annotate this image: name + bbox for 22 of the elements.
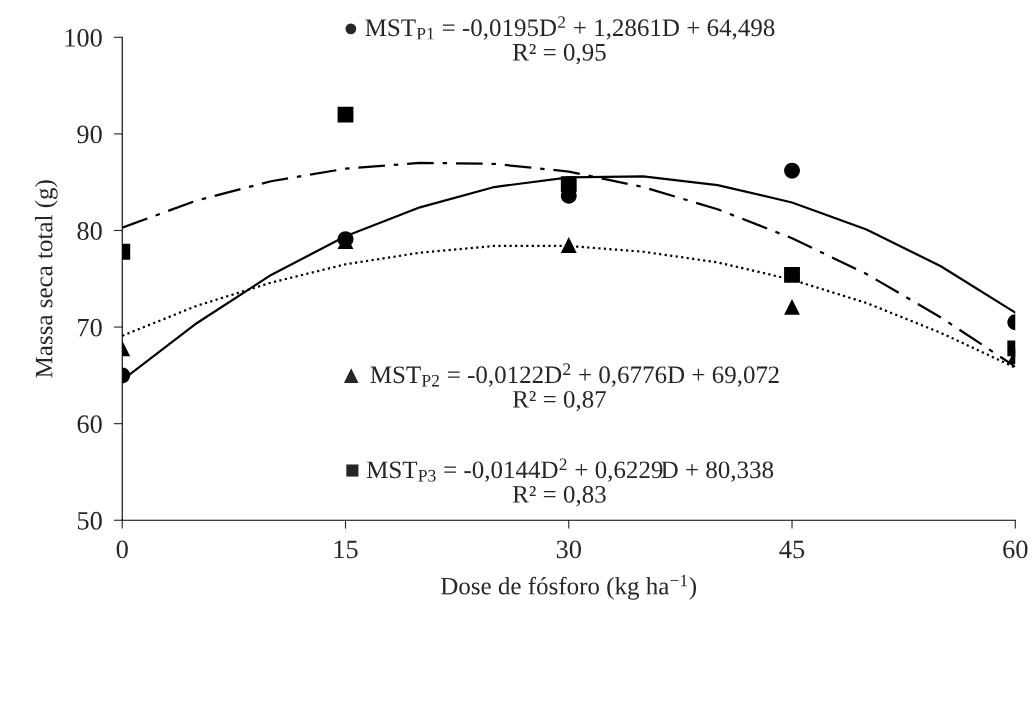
point <box>784 267 800 283</box>
y-tick-label: 50 <box>77 511 102 530</box>
point <box>337 106 354 123</box>
x-tick-label: 0 <box>116 540 128 559</box>
y-tick-label: 90 <box>77 125 102 144</box>
y-tick-label: 60 <box>77 415 102 434</box>
point <box>784 162 800 179</box>
point <box>784 298 800 315</box>
annotation: ● MST$_{P1}$ = -0,0195D$^{2}$ + 1,2861D + 64,498 R² = 0,95 <box>345 16 775 65</box>
y-axis-title: Massa seca total (g) <box>34 180 58 378</box>
y-tick-label: 70 <box>78 318 102 337</box>
point <box>560 176 577 193</box>
y-tick-label: 100 <box>65 28 102 47</box>
point <box>560 237 577 253</box>
x-tick-label: 60 <box>1003 540 1028 559</box>
x-tick-label: 45 <box>779 540 805 559</box>
y-tick-label: 80 <box>77 222 102 240</box>
annotation: ▲ MST$_{P2}$ = -0,0122D$^{2}$ + 0,6776D + 69,072 R² = 0,87 <box>343 363 779 412</box>
x-axis-title: Dose de fósforo (kg ha$^{−1}$) <box>440 574 696 600</box>
x-tick-label: 15 <box>334 540 358 559</box>
x-tick-label: 30 <box>556 540 581 559</box>
annotation: ■ MST$_{P3}$ = -0,0144D$^{2}$ + 0,6229D + 80,338 R² = 0,83 <box>346 458 774 507</box>
